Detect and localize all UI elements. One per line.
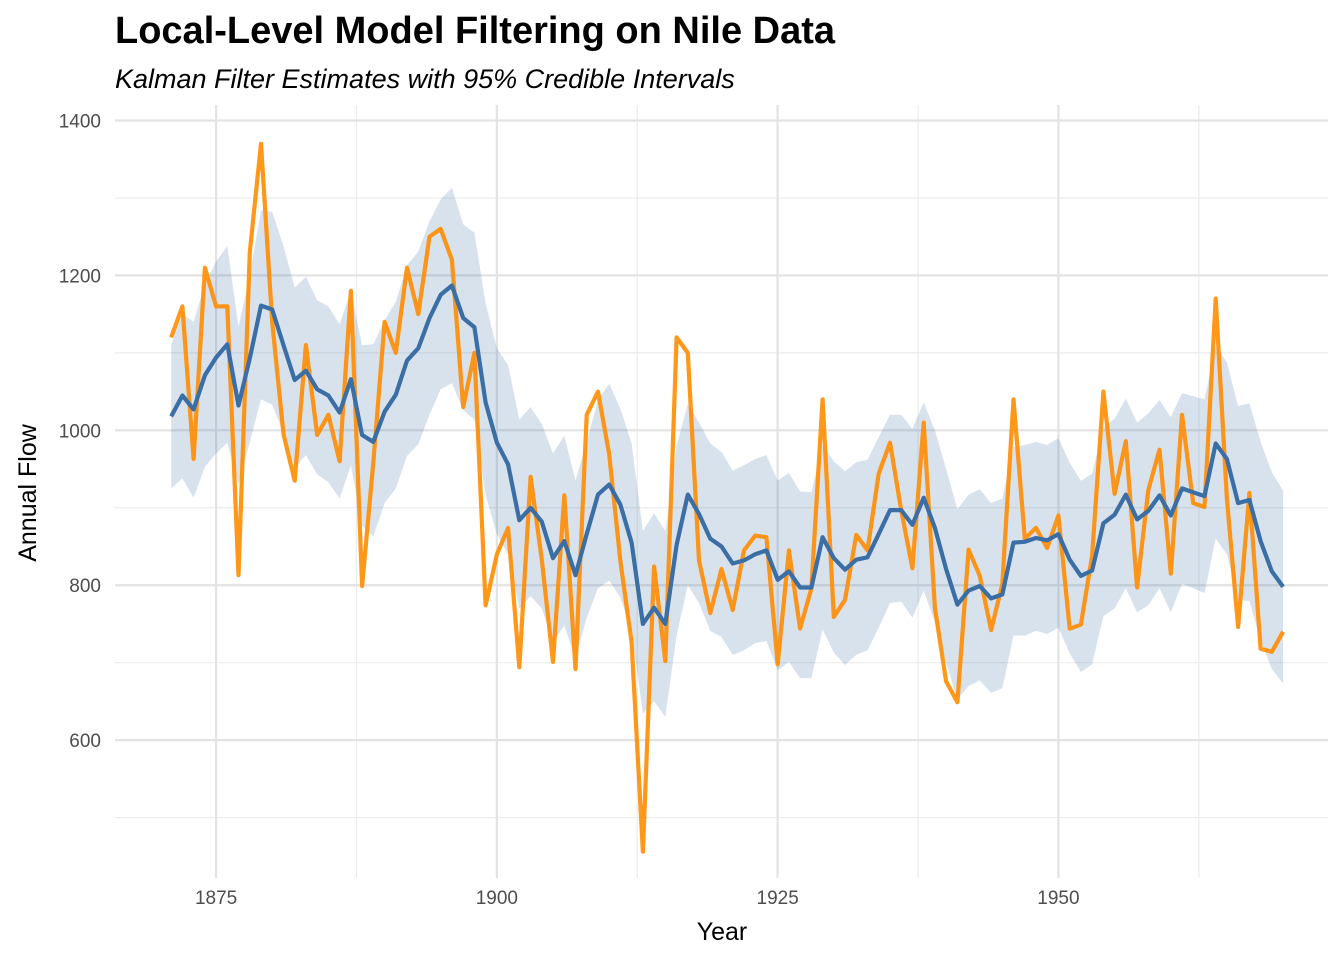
y-axis-ticks: 600 800 1000 1200 1400 (59, 111, 101, 752)
x-axis-ticks: 1875 1900 1925 1950 (195, 888, 1080, 909)
y-tick-label: 1400 (59, 111, 101, 132)
x-tick-label: 1900 (476, 888, 518, 909)
series-line-1 (169, 141, 1285, 854)
x-axis-title: Year (697, 918, 748, 946)
chart-subtitle: Kalman Filter Estimates with 95% Credibl… (115, 64, 735, 94)
y-tick-label: 600 (69, 731, 101, 752)
x-tick-label: 1950 (1037, 888, 1079, 909)
minor-gridlines (115, 105, 1328, 878)
y-tick-label: 800 (69, 576, 101, 597)
series-layer (169, 141, 1285, 854)
y-tick-label: 1000 (59, 421, 101, 442)
x-tick-label: 1875 (195, 888, 237, 909)
y-axis-title: Annual Flow (14, 423, 42, 562)
x-tick-label: 1925 (757, 888, 799, 909)
series-line-2 (169, 283, 1285, 627)
chart-title: Local-Level Model Filtering on Nile Data (115, 10, 835, 52)
y-tick-label: 1200 (59, 266, 101, 287)
